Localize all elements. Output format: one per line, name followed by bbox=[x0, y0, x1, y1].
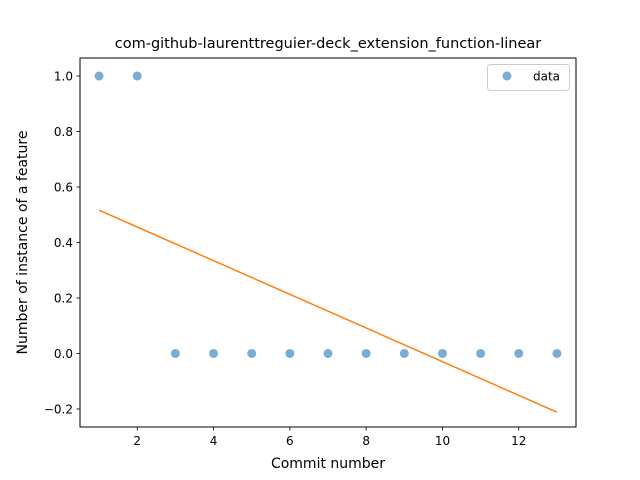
x-tick-label: 8 bbox=[362, 434, 370, 448]
legend-marker bbox=[502, 71, 512, 81]
x-tick-label: 12 bbox=[511, 434, 526, 448]
y-tick-label: 0.6 bbox=[54, 180, 73, 194]
legend-box bbox=[487, 64, 570, 91]
y-axis-label: Number of instance of a feature bbox=[15, 131, 31, 355]
data-point bbox=[132, 71, 142, 81]
data-point bbox=[94, 71, 104, 81]
x-tick-label: 2 bbox=[133, 434, 141, 448]
y-tick-label: 0.0 bbox=[54, 347, 73, 361]
x-tick-label: 4 bbox=[210, 434, 218, 448]
data-point bbox=[361, 348, 371, 358]
data-point bbox=[285, 348, 295, 358]
linear-fit-line bbox=[98, 209, 558, 413]
y-axis-ticks: −0.2 0.0 0.2 0.4 0.6 0.8 1.0 bbox=[44, 69, 80, 416]
data-point bbox=[209, 348, 219, 358]
y-tick-label: −0.2 bbox=[44, 402, 73, 416]
data-point bbox=[552, 348, 562, 358]
data-point bbox=[514, 348, 524, 358]
data-point bbox=[170, 348, 180, 358]
data-point bbox=[476, 348, 486, 358]
chart-title: com-github-laurenttreguier-deck_extensio… bbox=[115, 36, 542, 52]
x-axis-label: Commit number bbox=[271, 456, 385, 472]
data-point bbox=[323, 348, 333, 358]
plot-marks bbox=[94, 71, 562, 413]
x-axis-ticks: 2 4 6 8 10 12 bbox=[133, 427, 526, 448]
y-tick-label: 0.2 bbox=[54, 291, 73, 305]
legend-label-data: data bbox=[533, 70, 560, 84]
y-tick-label: 1.0 bbox=[54, 69, 73, 83]
data-point bbox=[399, 348, 409, 358]
y-tick-label: 0.8 bbox=[54, 125, 73, 139]
legend: data bbox=[487, 64, 570, 91]
data-point bbox=[437, 348, 447, 358]
plot-frame bbox=[79, 57, 577, 428]
x-tick-label: 10 bbox=[435, 434, 450, 448]
data-point bbox=[247, 348, 257, 358]
y-tick-label: 0.4 bbox=[54, 236, 73, 250]
x-tick-label: 6 bbox=[286, 434, 294, 448]
